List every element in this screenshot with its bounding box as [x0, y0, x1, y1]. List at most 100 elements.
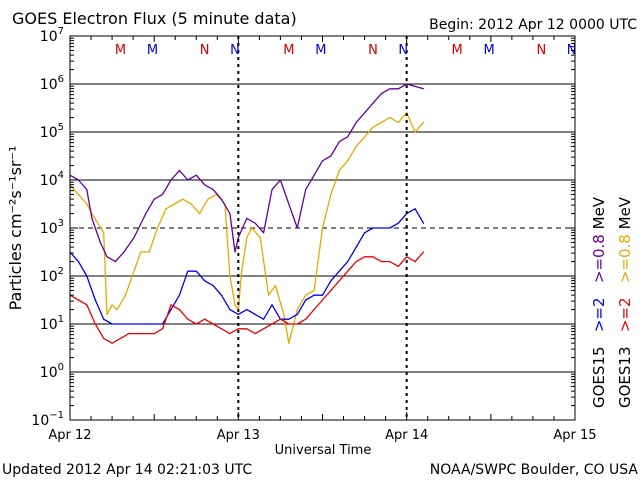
series-point: [170, 304, 172, 306]
series-point: [170, 309, 172, 311]
y-tick-exponent: 0: [58, 362, 64, 373]
series-point: [212, 189, 214, 191]
marker-label: M: [484, 43, 495, 58]
series-point: [313, 289, 315, 291]
series-point: [254, 313, 256, 315]
y-tick-label: 107: [40, 26, 64, 45]
series-point: [237, 237, 239, 239]
series-point: [321, 299, 324, 301]
series-point: [279, 179, 282, 181]
series-point: [133, 270, 135, 272]
series-point: [397, 265, 399, 267]
series-point: [406, 83, 408, 85]
series-point: [271, 323, 273, 325]
series-point: [77, 193, 80, 195]
gridlines: [70, 83, 575, 373]
y-tick-base: 10: [40, 77, 58, 93]
series-point: [136, 323, 138, 325]
series-point: [246, 328, 248, 330]
series-point: [153, 333, 155, 335]
series-point: [229, 275, 231, 277]
series-lines: [69, 83, 425, 344]
series-point: [305, 318, 307, 320]
legend-thr: >=2: [616, 297, 634, 332]
series-point: [123, 251, 125, 253]
series-point: [77, 299, 80, 301]
series-point: [372, 102, 374, 104]
legend-thr: >=2: [590, 297, 608, 332]
y-tick-label: 102: [40, 266, 64, 285]
series-point: [77, 261, 80, 263]
series-point: [330, 155, 332, 157]
series-point: [212, 323, 214, 325]
series-point: [422, 222, 425, 224]
series-point: [220, 198, 223, 200]
series-point: [389, 261, 391, 263]
x-tick-label: Apr 14: [385, 428, 428, 443]
series-point: [103, 232, 105, 234]
series-point: [305, 299, 307, 301]
series-point: [106, 256, 108, 258]
x-tick-label: Apr 13: [217, 428, 260, 443]
y-tick-exponent: 1: [58, 314, 64, 325]
series-point: [204, 318, 206, 320]
series-point: [397, 121, 399, 123]
legend-sep: [590, 283, 608, 297]
y-tick-label: 103: [40, 218, 64, 237]
series-point: [124, 294, 127, 296]
legend-energy: >=0.8: [590, 234, 608, 283]
series-point: [246, 309, 248, 311]
series-point: [161, 323, 164, 325]
series-point: [190, 203, 192, 205]
series-point: [268, 294, 270, 296]
series-point: [313, 309, 315, 311]
y-tick-base: 10: [31, 413, 49, 429]
series-point: [355, 246, 357, 248]
marker-label: M: [147, 43, 158, 58]
series-point: [111, 342, 113, 344]
series-point: [288, 342, 290, 344]
series-point: [338, 270, 340, 272]
y-tick-label: 106: [40, 74, 64, 93]
series-point: [173, 203, 175, 205]
y-tick-exponent: −1: [49, 410, 64, 421]
series-point: [229, 309, 231, 311]
marker-label: M: [452, 43, 463, 58]
series-point: [321, 160, 324, 162]
series-point: [414, 85, 416, 87]
series-point: [262, 232, 265, 234]
series-point: [355, 145, 357, 147]
series-point: [153, 198, 155, 200]
series-point: [414, 131, 416, 133]
series-line-3: [69, 251, 424, 344]
day-boundaries: [237, 36, 408, 420]
legend-sat: GOES13: [616, 346, 634, 408]
legend-sep: [616, 283, 634, 297]
series-point: [397, 88, 399, 90]
series-point: [148, 251, 150, 253]
series-point: [111, 323, 113, 325]
series-point: [128, 333, 130, 335]
legend-sat: GOES15: [590, 346, 608, 408]
series-point: [406, 256, 408, 258]
series-point: [330, 280, 332, 282]
series-point: [119, 337, 122, 339]
x-tick-label: Apr 15: [553, 428, 596, 443]
series-line-1: [69, 83, 424, 263]
series-point: [195, 323, 197, 325]
series-point: [136, 333, 138, 335]
series-point: [145, 323, 147, 325]
series-point: [338, 169, 340, 171]
series-point: [140, 251, 142, 253]
y-tick-base: 10: [40, 365, 58, 381]
series-point: [195, 174, 197, 176]
series-point: [288, 323, 290, 325]
series-point: [156, 227, 159, 229]
y-tick-base: 10: [40, 125, 58, 141]
series-point: [372, 256, 374, 258]
y-tick-exponent: 5: [58, 122, 64, 133]
